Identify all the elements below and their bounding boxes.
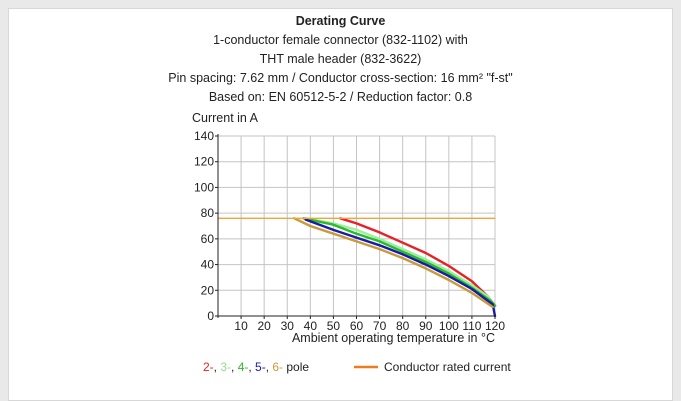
x-tick-label: 80 — [396, 319, 410, 333]
x-tick-label: 110 — [462, 319, 481, 333]
x-tick-label: 50 — [327, 319, 341, 333]
x-tick-label: 30 — [281, 319, 295, 333]
chart-titles: Derating Curve 1-conductor female connec… — [0, 12, 681, 107]
x-tick-label: 40 — [304, 319, 318, 333]
series-line-6pole — [293, 217, 494, 309]
x-tick-label: 60 — [350, 319, 364, 333]
legend-pole-item: pole — [283, 360, 309, 374]
legend-pole-item: 2- — [203, 360, 214, 374]
x-tick-label: 120 — [485, 319, 505, 333]
chart-subtitle-3: Pin spacing: 7.62 mm / Conductor cross-s… — [168, 71, 513, 85]
grid — [218, 135, 496, 316]
legend-pole-item: , — [231, 360, 238, 374]
legend-pole-item: , — [214, 360, 221, 374]
series-line-4pole — [302, 217, 497, 307]
y-tick-label: 100 — [194, 180, 214, 194]
chart-subtitle-4: Based on: EN 60512-5-2 / Reduction facto… — [208, 90, 473, 104]
legend-pole-item: 4- — [238, 360, 249, 374]
legend-pole-item: 5- — [255, 360, 266, 374]
y-tick-label: 40 — [201, 258, 215, 272]
y-tick-label: 20 — [201, 283, 215, 297]
legend: 2-, 3-, 4-, 5-, 6- pole Conductor rated c… — [203, 360, 511, 374]
legend-rated-label: Conductor rated current — [384, 360, 511, 374]
chart-subtitle-2: THT male header (832-3622) — [259, 52, 422, 66]
legend-pole-item: 3- — [220, 360, 231, 374]
x-tick-label: 100 — [439, 319, 459, 333]
legend-pole-text: 2-, 3-, 4-, 5-, 6- pole — [203, 360, 309, 374]
series-lines — [217, 217, 497, 318]
axes — [215, 134, 496, 319]
y-axis-label: Current in A — [192, 111, 259, 125]
y-tick-label: 60 — [201, 232, 215, 246]
chart-title: Derating Curve — [295, 14, 386, 28]
series-line-5pole — [304, 218, 497, 318]
x-tick-label: 90 — [419, 319, 433, 333]
chart-card — [8, 8, 673, 401]
x-tick-label: 10 — [234, 319, 248, 333]
legend-pole-item: , — [248, 360, 255, 374]
y-tick-label: 0 — [207, 309, 214, 323]
x-axis-label: Ambient operating temperature in °C — [292, 331, 495, 345]
x-tick-label: 20 — [257, 319, 271, 333]
y-tick-label: 80 — [201, 206, 215, 220]
series-line-3pole — [304, 217, 497, 307]
x-tick-label: 70 — [373, 319, 387, 333]
y-tick-label: 120 — [194, 155, 214, 169]
legend-pole-item: 6- — [272, 360, 283, 374]
chart-subtitle-1: 1-conductor female connector (832-1102) … — [213, 33, 468, 47]
legend-pole-item: , — [266, 360, 273, 374]
y-tick-label: 140 — [194, 129, 214, 143]
